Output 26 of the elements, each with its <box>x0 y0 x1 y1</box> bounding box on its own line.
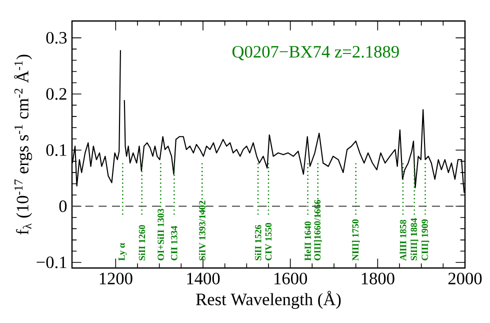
ref-line-label: OIII]1660/1666 <box>314 200 322 260</box>
ref-line-label: NIII] 1750 <box>352 219 360 261</box>
y-tick-label: 0.1 <box>46 144 66 156</box>
y-tick-label: 0.3 <box>46 32 67 44</box>
ref-line-label: CII 1334 <box>171 226 178 260</box>
x-tick-label: 1400 <box>187 272 220 284</box>
x-tick-label: 1200 <box>100 272 132 284</box>
ref-line-label: SiIII] 1884 <box>410 218 418 260</box>
x-tick-label: 2000 <box>448 272 482 284</box>
ref-line-label: AlIII 1858 <box>400 220 406 261</box>
ref-line-label: CIV 1550 <box>265 223 272 260</box>
y-tick-label: −0.1 <box>36 256 66 268</box>
text: Q0207−BX74 z=2.1889 <box>232 46 399 60</box>
ref-line-label: SiII 1526 <box>254 225 262 260</box>
x-tick-label: 1600 <box>274 272 308 284</box>
ref-line-label: Ly α <box>118 242 127 261</box>
ref-line-label: CIII] 1909 <box>421 219 430 260</box>
x-tick-label: 1800 <box>362 272 394 284</box>
ref-line-label: OI+SiII 1303 <box>157 208 164 260</box>
ref-line-label: SiII 1260 <box>138 225 146 260</box>
text: f$_{λ}$ (10$^{-17}$ ergs s$^{-1}$ cm$^{-2}$ Å$^{-1}$) <box>14 54 32 234</box>
ref-line-label: HeII 1640 <box>304 221 311 261</box>
y-tick-label: 0.2 <box>46 88 66 100</box>
y-tick-label: 0 <box>59 200 67 212</box>
ref-line-label: SiIV 1393/1402 <box>198 200 206 260</box>
x-axis-title: Rest Wavelength (Å) <box>196 290 341 309</box>
